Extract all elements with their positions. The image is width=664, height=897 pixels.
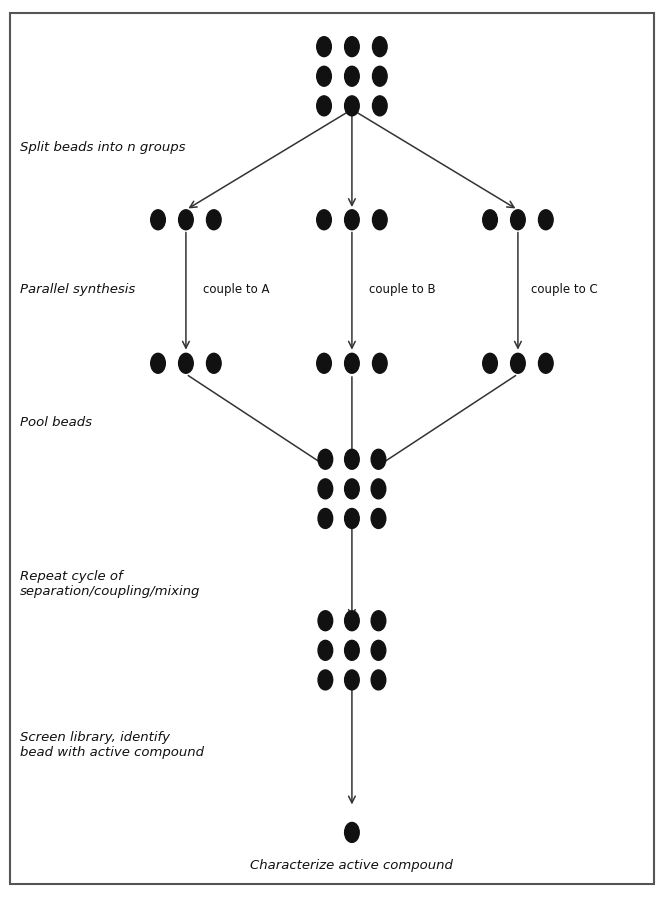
- Ellipse shape: [345, 37, 359, 57]
- Text: couple to B: couple to B: [369, 283, 435, 296]
- Text: Split beads into n groups: Split beads into n groups: [20, 141, 185, 153]
- Text: Repeat cycle of
separation/coupling/mixing: Repeat cycle of separation/coupling/mixi…: [20, 570, 201, 597]
- Ellipse shape: [317, 37, 331, 57]
- Ellipse shape: [317, 96, 331, 116]
- Ellipse shape: [373, 66, 387, 86]
- Ellipse shape: [373, 37, 387, 57]
- Ellipse shape: [179, 210, 193, 230]
- Ellipse shape: [151, 210, 165, 230]
- Ellipse shape: [483, 353, 497, 373]
- Text: couple to C: couple to C: [531, 283, 598, 296]
- Ellipse shape: [318, 449, 333, 469]
- Ellipse shape: [371, 449, 386, 469]
- Ellipse shape: [345, 670, 359, 690]
- Ellipse shape: [345, 611, 359, 631]
- Ellipse shape: [318, 611, 333, 631]
- Ellipse shape: [318, 509, 333, 528]
- Ellipse shape: [345, 509, 359, 528]
- Ellipse shape: [345, 479, 359, 499]
- Ellipse shape: [345, 640, 359, 660]
- Text: Characterize active compound: Characterize active compound: [250, 859, 454, 872]
- Ellipse shape: [539, 210, 553, 230]
- Ellipse shape: [207, 353, 221, 373]
- Ellipse shape: [345, 96, 359, 116]
- Ellipse shape: [179, 353, 193, 373]
- Ellipse shape: [511, 353, 525, 373]
- Ellipse shape: [318, 479, 333, 499]
- Ellipse shape: [373, 353, 387, 373]
- Ellipse shape: [345, 823, 359, 842]
- Ellipse shape: [318, 640, 333, 660]
- Ellipse shape: [373, 96, 387, 116]
- Ellipse shape: [511, 210, 525, 230]
- Ellipse shape: [483, 210, 497, 230]
- Ellipse shape: [345, 210, 359, 230]
- Ellipse shape: [318, 670, 333, 690]
- Ellipse shape: [317, 66, 331, 86]
- Ellipse shape: [207, 210, 221, 230]
- Ellipse shape: [371, 640, 386, 660]
- Text: Screen library, identify
bead with active compound: Screen library, identify bead with activ…: [20, 731, 204, 759]
- Ellipse shape: [373, 210, 387, 230]
- Ellipse shape: [345, 353, 359, 373]
- Text: couple to A: couple to A: [203, 283, 269, 296]
- Ellipse shape: [371, 611, 386, 631]
- Ellipse shape: [317, 210, 331, 230]
- Ellipse shape: [345, 449, 359, 469]
- Ellipse shape: [317, 353, 331, 373]
- Ellipse shape: [151, 353, 165, 373]
- Ellipse shape: [371, 670, 386, 690]
- Ellipse shape: [371, 479, 386, 499]
- Text: Parallel synthesis: Parallel synthesis: [20, 283, 135, 295]
- Ellipse shape: [371, 509, 386, 528]
- Ellipse shape: [539, 353, 553, 373]
- Ellipse shape: [345, 66, 359, 86]
- Text: Pool beads: Pool beads: [20, 416, 92, 429]
